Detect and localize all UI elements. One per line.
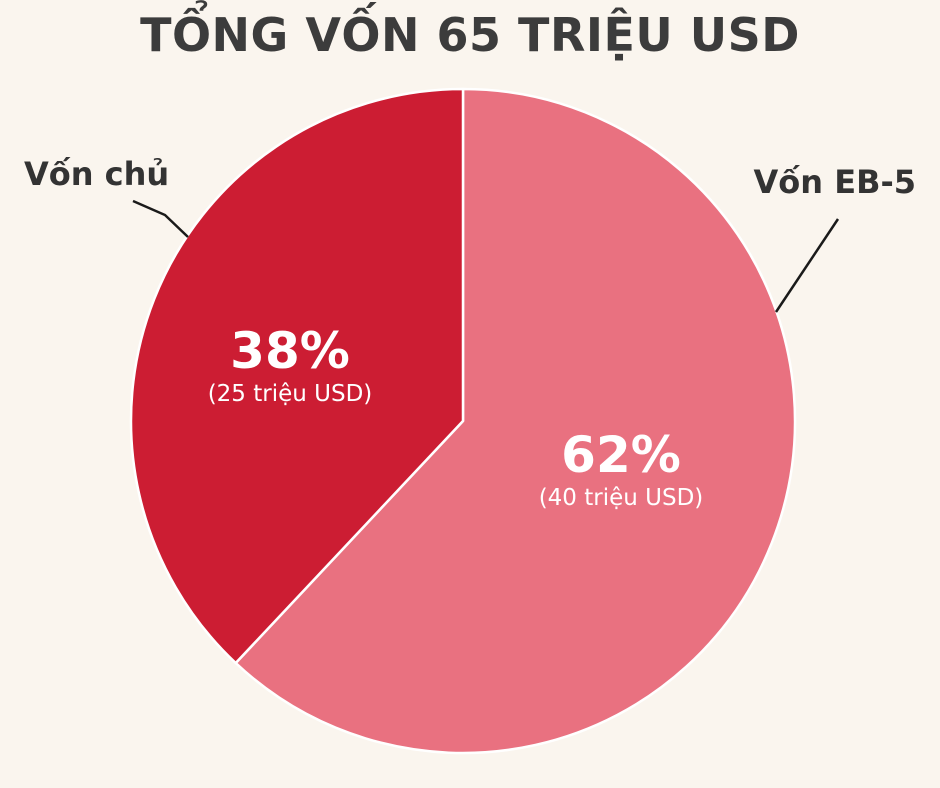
- callout-label-von-eb5: Vốn EB-5: [754, 163, 916, 201]
- pie-slices: [129, 87, 797, 755]
- chart-title: TỔNG VỐN 65 TRIỆU USD: [140, 8, 800, 62]
- slice-percent-label-von-chu: 38%: [230, 322, 350, 380]
- slice-amount-label-von-eb5: (40 triệu USD): [539, 485, 704, 511]
- slice-amount-label-von-chu: (25 triệu USD): [208, 381, 373, 407]
- callout-line-von-eb5: [774, 218, 840, 313]
- pie-slice-von-chu: [129, 87, 465, 665]
- callout-line-von-chu: [132, 199, 189, 238]
- callout-label-von-chu: Vốn chủ: [24, 155, 169, 193]
- slice-percent-label-von-eb5: 62%: [561, 426, 681, 484]
- pie-slice-von-eb5: [234, 87, 797, 755]
